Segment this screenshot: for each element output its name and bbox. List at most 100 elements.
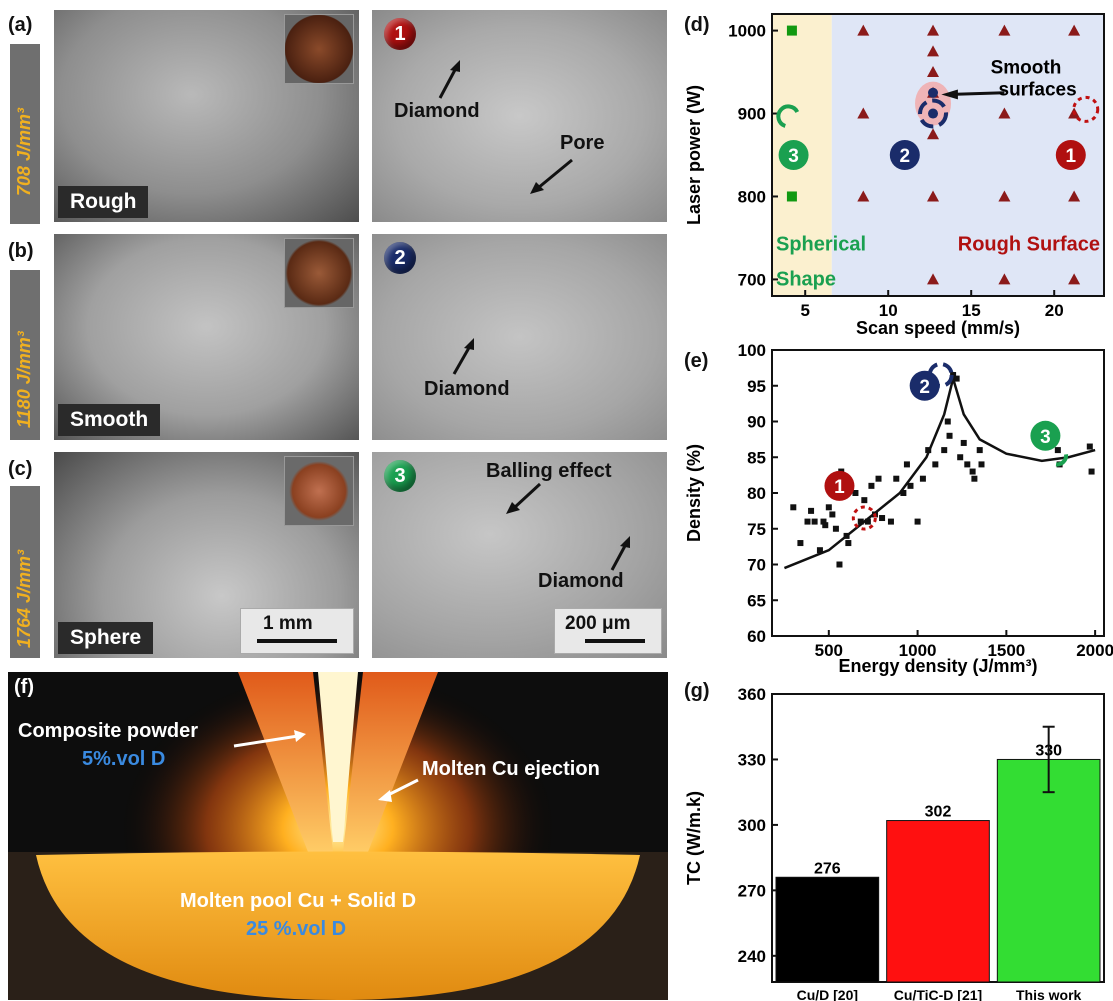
- arrows-f: [233, 730, 419, 802]
- data-point: [875, 475, 882, 482]
- sample-photo-b: [284, 238, 354, 308]
- y-tick-label: 1000: [728, 22, 766, 41]
- bar: [996, 758, 1101, 983]
- sem-micro-2: 2 Diamond: [372, 234, 667, 440]
- data-point-triangle: [857, 190, 870, 202]
- data-point: [790, 504, 797, 511]
- y-axis-label: Density (%): [684, 444, 704, 542]
- scalebar-micro-line: [585, 639, 645, 643]
- energy-label-c: 1764 J/mm³: [14, 549, 34, 648]
- data-point-triangle: [1068, 24, 1081, 36]
- condition-badge-1: 1: [384, 18, 416, 50]
- spherical-text-2: Shape: [776, 268, 836, 290]
- x-tick-label: 5: [800, 301, 809, 320]
- data-point: [969, 468, 976, 475]
- y-tick-label: 800: [738, 187, 766, 206]
- smooth-highlight: [915, 81, 952, 126]
- data-point: [868, 482, 875, 489]
- x-tick-label: 10: [879, 301, 898, 320]
- y-tick-label: 75: [747, 520, 766, 539]
- x-axis-label: Energy density (J/mm³): [838, 656, 1037, 676]
- smooth-text-2: surfaces: [999, 79, 1077, 100]
- smooth-text-1: Smooth: [991, 58, 1062, 79]
- chart-badge-3-number: 3: [788, 146, 799, 167]
- schematic-art: [8, 672, 668, 1000]
- scalebar-macro: 1 mm: [240, 608, 354, 654]
- marker-ring-3: [776, 104, 800, 128]
- data-point: [941, 447, 948, 454]
- balling-annotation: Balling effect: [486, 460, 612, 482]
- chart-badge-1-number: 1: [834, 477, 845, 498]
- chart-badge-2: [909, 370, 940, 401]
- process-schematic: Composite powder 5%.vol D Molten Cu ejec…: [8, 672, 668, 1000]
- marker-ring-1: [851, 505, 877, 531]
- y-axis-label: Laser power (W): [684, 85, 704, 225]
- x-axis-label: Scan speed (mm/s): [856, 318, 1020, 338]
- chart-e: 500 1000 1500 2000 60 65 70 75 80 85 90 95 100 Energy…: [684, 341, 1113, 676]
- panel-e-label: (e): [684, 350, 709, 372]
- pool-annotation: Molten pool Cu + Solid D: [180, 890, 417, 912]
- plot-frame: [771, 349, 1105, 637]
- data-point: [822, 522, 829, 529]
- data-point-triangle: [927, 66, 940, 78]
- data-point: [808, 507, 815, 514]
- bar: [775, 876, 880, 983]
- data-point: [857, 518, 864, 525]
- data-point: [919, 475, 926, 482]
- x-tick-label: 1000: [899, 641, 937, 660]
- diamond-annotation-b: Diamond: [424, 378, 510, 400]
- sem-macro-b: Smooth: [54, 234, 359, 440]
- pool-pct-annotation: 25 %.vol D: [246, 918, 347, 940]
- data-point-triangle: [998, 24, 1011, 36]
- panel-g-label: (g): [684, 680, 710, 702]
- x-tick-label: 2000: [1076, 641, 1113, 660]
- x-tick-label: 500: [815, 641, 843, 660]
- marker-ring-2: [918, 98, 949, 129]
- data-point-square: [786, 191, 797, 202]
- data-point-circle: [928, 87, 939, 98]
- data-point-triangle: [927, 45, 940, 57]
- smooth-arrow-head: [941, 89, 958, 100]
- scalebar-macro-label: 1 mm: [263, 613, 313, 634]
- sem-macro-c: Sphere 1 mm: [54, 452, 359, 658]
- data-point-triangle: [998, 107, 1011, 119]
- data-point: [816, 547, 823, 554]
- data-point-circle: [928, 108, 939, 119]
- scalebar-macro-line: [257, 639, 337, 643]
- marker-ring-1: [1072, 95, 1100, 123]
- data-point: [976, 447, 983, 454]
- arrows-b: [452, 338, 474, 375]
- energy-bar-b: [10, 270, 40, 440]
- surface-label-a: Rough: [58, 186, 149, 218]
- bar-value-label: 276: [814, 860, 841, 877]
- y-tick-label: 65: [747, 591, 766, 610]
- y-tick-label: 95: [747, 377, 766, 396]
- data-point-triangle: [998, 190, 1011, 202]
- data-point: [971, 475, 978, 482]
- bar-value-label: 302: [925, 804, 952, 821]
- data-point: [932, 461, 939, 468]
- data-point: [887, 518, 894, 525]
- plot-frame: [771, 13, 1105, 297]
- powder-annotation: Composite powder: [18, 720, 199, 742]
- chart-badge-2-number: 2: [919, 377, 930, 398]
- energy-bar-a: [10, 44, 40, 224]
- data-point: [811, 518, 818, 525]
- data-point: [832, 525, 839, 532]
- data-point-square: [786, 25, 797, 36]
- energy-bar-c: [10, 486, 40, 658]
- x-tick-label: Cu/D [20]: [797, 987, 858, 1001]
- panel-d-label: (d): [684, 14, 710, 36]
- data-point: [978, 461, 985, 468]
- chart-badge-2-number: 2: [900, 146, 911, 167]
- y-tick-label: 330: [738, 750, 766, 769]
- y-tick-label: 700: [738, 270, 766, 289]
- data-point: [944, 418, 951, 425]
- data-point: [1054, 447, 1061, 454]
- x-tick-label: 15: [962, 301, 981, 320]
- data-point: [1086, 443, 1093, 450]
- x-tick-label: 20: [1045, 301, 1064, 320]
- chart-badge-1: [824, 470, 855, 501]
- data-point: [903, 461, 910, 468]
- scalebar-micro-label: 200 μm: [565, 613, 631, 634]
